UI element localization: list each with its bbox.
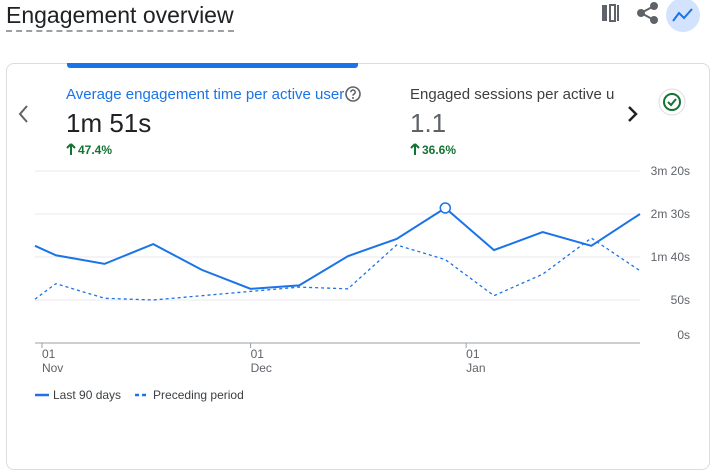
x-tick-label-part: Jan	[466, 361, 485, 375]
metric-label[interactable]: Engaged sessions per active us	[410, 86, 615, 103]
series-line	[34, 237, 641, 301]
prev-button[interactable]	[14, 103, 34, 125]
y-tick-label: 0s	[677, 328, 690, 342]
y-tick-label: 1m 40s	[651, 250, 690, 264]
legend-label: Last 90 days	[53, 388, 121, 402]
metric-label[interactable]: Average engagement time per active user	[66, 86, 345, 103]
active-tab	[67, 63, 358, 68]
x-tick-label-part: 01	[251, 347, 265, 361]
status-icon	[658, 88, 686, 116]
next-button[interactable]	[622, 103, 642, 125]
x-tick-label: 01 Nov	[42, 347, 63, 375]
x-tick-label-part: Dec	[251, 361, 272, 375]
x-tick-label: 01 Jan	[466, 347, 485, 375]
series-line	[34, 206, 641, 290]
x-tick-label: 01 Dec	[251, 347, 272, 375]
toolbar	[602, 0, 700, 32]
compare-icon[interactable]	[602, 4, 619, 22]
x-tick-label-part: 01	[42, 347, 56, 361]
y-tick-label: 3m 20s	[651, 164, 690, 178]
insights-icon[interactable]	[666, 0, 700, 32]
x-tick-label-part: Nov	[42, 361, 63, 375]
up-arrow	[410, 143, 420, 155]
metric-value: 1m 51s	[66, 108, 152, 138]
y-tick-label: 2m 30s	[651, 207, 690, 221]
up-arrow	[66, 143, 76, 155]
help-icon[interactable]	[344, 85, 362, 103]
page-title: Engagement overview	[6, 0, 234, 32]
metric-value: 1.1	[410, 108, 447, 138]
hover-point	[439, 202, 452, 214]
legend-label: Preceding period	[153, 388, 244, 402]
metric-change: 36.6%	[422, 143, 457, 157]
share-icon[interactable]	[637, 2, 658, 24]
y-tick-label: 50s	[671, 293, 690, 307]
metric-change: 47.4%	[78, 143, 113, 157]
x-tick-label-part: 01	[466, 347, 480, 361]
